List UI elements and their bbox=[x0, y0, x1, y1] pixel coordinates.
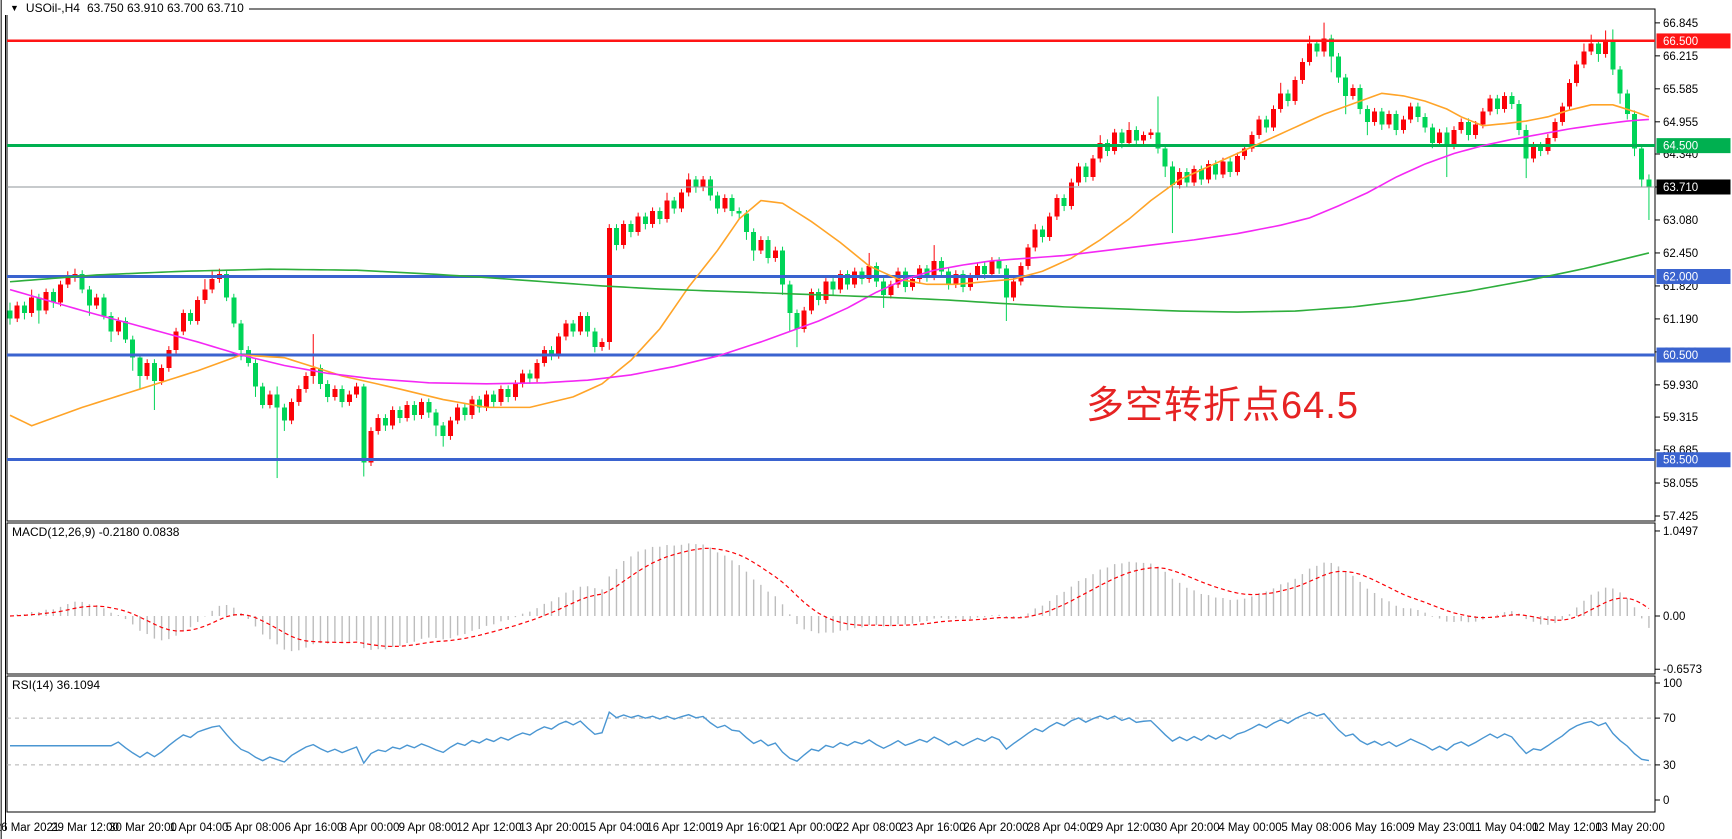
svg-text:29 Apr 12:00: 29 Apr 12:00 bbox=[1090, 822, 1155, 834]
price-axis[interactable]: 66.84566.21565.58564.95564.34063.71063.0… bbox=[1655, 18, 1731, 523]
svg-text:16 Apr 12:00: 16 Apr 12:00 bbox=[646, 822, 711, 834]
svg-text:100: 100 bbox=[1663, 678, 1682, 690]
rsi-levels bbox=[7, 717, 1655, 766]
svg-text:13 Apr 20:00: 13 Apr 20:00 bbox=[519, 822, 584, 834]
ma-mid-line bbox=[9, 118, 1649, 385]
svg-text:6 May 16:00: 6 May 16:00 bbox=[1345, 822, 1408, 834]
svg-text:30 Mar 20:00: 30 Mar 20:00 bbox=[109, 822, 177, 834]
symbol-dropdown-icon[interactable]: ▼ bbox=[10, 3, 19, 13]
svg-text:15 Apr 04:00: 15 Apr 04:00 bbox=[583, 822, 648, 834]
svg-text:60.500: 60.500 bbox=[1663, 350, 1698, 362]
ma-slow-line bbox=[9, 252, 1650, 313]
svg-text:58.500: 58.500 bbox=[1663, 455, 1698, 467]
svg-text:70: 70 bbox=[1663, 713, 1676, 725]
svg-text:57.425: 57.425 bbox=[1663, 511, 1698, 523]
svg-text:63.080: 63.080 bbox=[1663, 215, 1698, 227]
ma-fast-line bbox=[9, 92, 1650, 427]
svg-text:66.845: 66.845 bbox=[1663, 18, 1698, 30]
svg-text:9 Apr 08:00: 9 Apr 08:00 bbox=[399, 822, 458, 834]
svg-text:13 May 20:00: 13 May 20:00 bbox=[1595, 822, 1665, 834]
symbol-period-label: USOil-,H4 bbox=[25, 1, 80, 15]
svg-text:6 Apr 16:00: 6 Apr 16:00 bbox=[285, 822, 344, 834]
macd-signal-line bbox=[9, 547, 1650, 648]
svg-text:64.955: 64.955 bbox=[1663, 117, 1698, 129]
svg-text:12 May 12:00: 12 May 12:00 bbox=[1532, 822, 1602, 834]
svg-text:0.00: 0.00 bbox=[1663, 611, 1685, 623]
svg-text:58.055: 58.055 bbox=[1663, 478, 1698, 490]
svg-text:0: 0 bbox=[1663, 795, 1669, 807]
svg-text:30: 30 bbox=[1663, 760, 1676, 772]
svg-text:59.315: 59.315 bbox=[1663, 412, 1698, 424]
svg-text:65.585: 65.585 bbox=[1663, 84, 1698, 96]
macd-axis[interactable]: 1.0497 0.00 -0.6573 bbox=[1655, 526, 1702, 676]
svg-text:61.190: 61.190 bbox=[1663, 314, 1698, 326]
svg-text:11 May 04:00: 11 May 04:00 bbox=[1470, 822, 1539, 834]
chart-title-bar: ▼ USOil-,H4 63.750 63.910 63.700 63.710 bbox=[5, 1, 249, 15]
svg-text:1.0497: 1.0497 bbox=[1663, 526, 1698, 538]
svg-text:63.710: 63.710 bbox=[1663, 182, 1698, 194]
svg-text:29 Mar 12:00: 29 Mar 12:00 bbox=[51, 822, 119, 834]
svg-text:66.215: 66.215 bbox=[1663, 51, 1698, 63]
svg-text:64.500: 64.500 bbox=[1663, 141, 1698, 153]
svg-text:1 Apr 04:00: 1 Apr 04:00 bbox=[170, 822, 229, 834]
svg-text:5 May 08:00: 5 May 08:00 bbox=[1281, 822, 1344, 834]
svg-text:12 Apr 12:00: 12 Apr 12:00 bbox=[456, 822, 521, 834]
rsi-line bbox=[10, 710, 1650, 765]
trade-annotation: 多空转折点64.5 bbox=[1086, 385, 1359, 427]
rsi-axis[interactable]: 100 70 30 0 bbox=[1655, 678, 1682, 807]
svg-text:5 Apr 08:00: 5 Apr 08:00 bbox=[226, 822, 285, 834]
svg-text:30 Apr 20:00: 30 Apr 20:00 bbox=[1154, 822, 1219, 834]
svg-text:-0.6573: -0.6573 bbox=[1663, 664, 1702, 676]
ohlc-readout: 63.750 63.910 63.700 63.710 bbox=[86, 1, 244, 15]
svg-text:62.450: 62.450 bbox=[1663, 248, 1698, 260]
svg-text:66.500: 66.500 bbox=[1663, 36, 1698, 48]
svg-text:62.000: 62.000 bbox=[1663, 272, 1698, 284]
rsi-indicator-label: RSI(14) 36.1094 bbox=[9, 678, 104, 692]
svg-text:26 Mar 2021: 26 Mar 2021 bbox=[0, 822, 59, 834]
macd-indicator-label: MACD(12,26,9) -0.2180 0.0838 bbox=[9, 525, 183, 539]
svg-text:19 Apr 16:00: 19 Apr 16:00 bbox=[710, 822, 775, 834]
svg-text:8 Apr 00:00: 8 Apr 00:00 bbox=[341, 822, 400, 834]
svg-text:4 May 00:00: 4 May 00:00 bbox=[1218, 822, 1281, 834]
svg-text:28 Apr 04:00: 28 Apr 04:00 bbox=[1027, 822, 1092, 834]
svg-text:59.930: 59.930 bbox=[1663, 380, 1698, 392]
svg-text:22 Apr 08:00: 22 Apr 08:00 bbox=[836, 822, 901, 834]
svg-text:23 Apr 16:00: 23 Apr 16:00 bbox=[900, 822, 965, 834]
svg-text:21 Apr 00:00: 21 Apr 00:00 bbox=[773, 822, 838, 834]
panel-frames bbox=[0, 0, 1656, 839]
svg-text:26 Apr 20:00: 26 Apr 20:00 bbox=[963, 822, 1028, 834]
svg-text:9 May 23:00: 9 May 23:00 bbox=[1408, 822, 1471, 834]
candles-layer[interactable] bbox=[7, 22, 1652, 479]
macd-histogram bbox=[16, 543, 1650, 652]
level-lines[interactable] bbox=[7, 39, 1655, 462]
